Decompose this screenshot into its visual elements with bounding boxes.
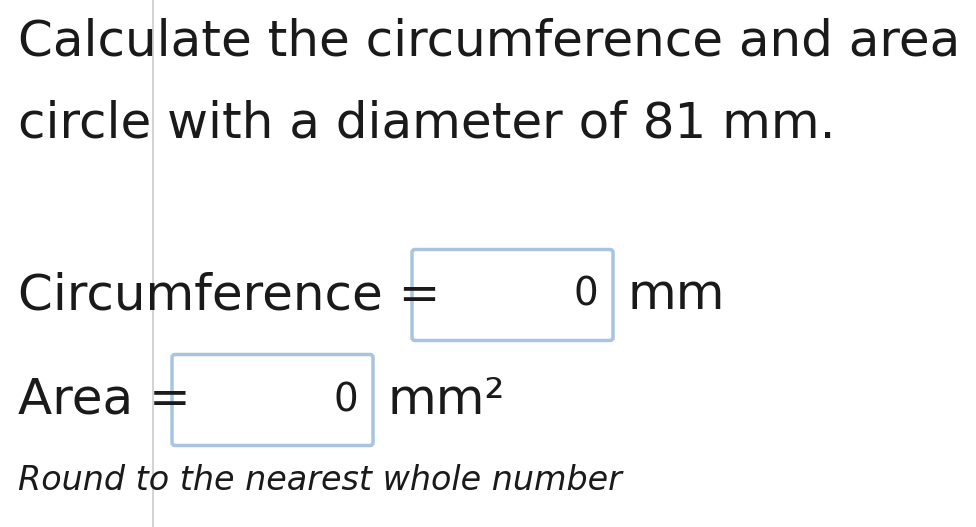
Text: Calculate the circumference and area of a: Calculate the circumference and area of …	[18, 18, 976, 66]
Text: 0: 0	[333, 381, 358, 419]
Text: Area =: Area =	[18, 376, 190, 424]
Text: mm: mm	[628, 271, 725, 319]
Text: Round to the nearest whole number: Round to the nearest whole number	[18, 464, 622, 497]
Text: mm²: mm²	[388, 376, 506, 424]
FancyBboxPatch shape	[172, 355, 373, 445]
Text: 0: 0	[573, 276, 598, 314]
Text: circle with a diameter of 81 mm.: circle with a diameter of 81 mm.	[18, 100, 835, 148]
FancyBboxPatch shape	[412, 249, 613, 340]
Text: Circumference =: Circumference =	[18, 271, 440, 319]
